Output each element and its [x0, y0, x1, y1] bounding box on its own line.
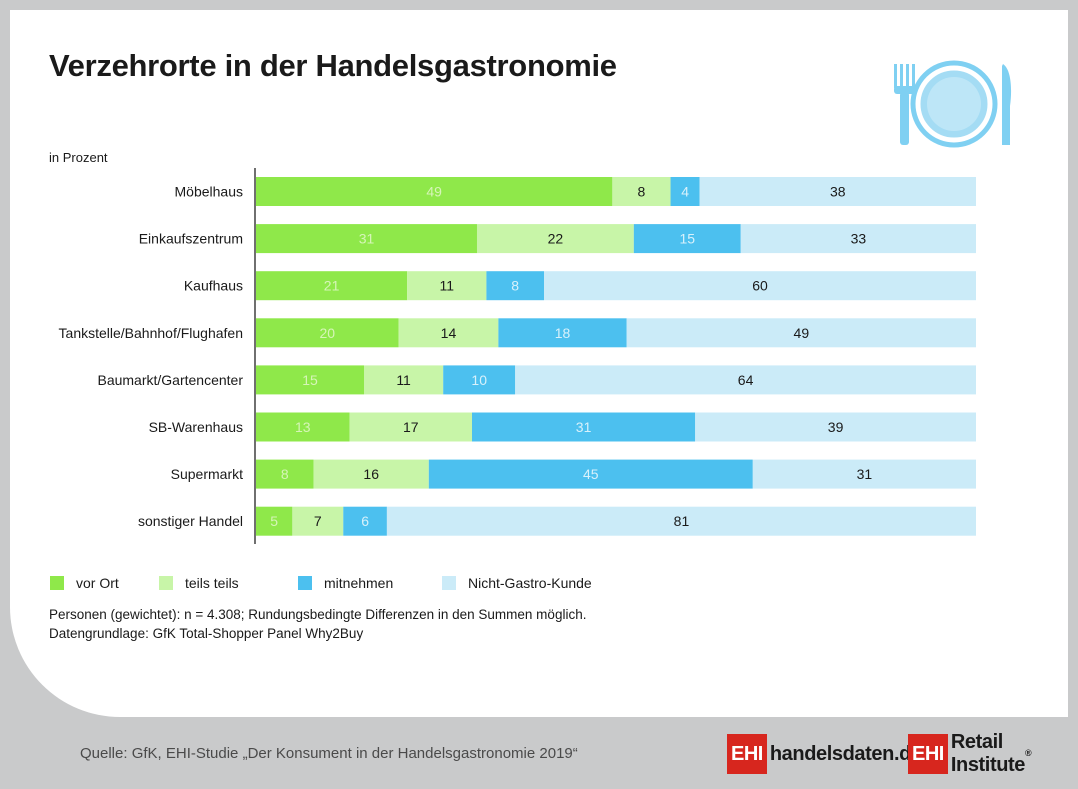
data-label: 14	[441, 325, 457, 341]
data-label: 5	[270, 513, 278, 529]
bar-segment	[428, 459, 753, 489]
bar-segment	[349, 412, 472, 442]
category-label: Einkaufszentrum	[139, 231, 243, 247]
bar-segment	[544, 271, 976, 301]
bar-segment	[695, 412, 976, 442]
logo-box: EHI	[908, 734, 948, 774]
legend-label: mitnehmen	[324, 575, 393, 591]
logo-text: handelsdaten.de	[769, 742, 922, 765]
bars-group: 49 8 4 38 31 22 15 33 21 11 8 60 20 14 18 49 15 11 10 64 13 1…	[256, 177, 977, 536]
bar-segment	[256, 177, 613, 206]
bar-segment	[256, 318, 399, 348]
data-label: 49	[794, 325, 810, 341]
bar-segment	[256, 459, 314, 489]
bar-segment	[515, 365, 976, 395]
bar-segment	[472, 412, 696, 442]
data-label: 20	[319, 325, 335, 341]
bar-segment	[364, 365, 444, 395]
bar-segment	[752, 459, 976, 489]
logo-handelsdaten: EHI handelsdaten.de	[727, 734, 922, 774]
data-label: 31	[576, 419, 592, 435]
data-label: 45	[583, 466, 599, 482]
legend-label: Nicht-Gastro-Kunde	[468, 575, 592, 591]
category-label: Supermarkt	[171, 466, 243, 482]
bar-segment	[670, 177, 700, 206]
data-label: 38	[830, 184, 846, 200]
logo-text-label: Retail Institute	[950, 731, 1026, 776]
legend: vor Ort teils teils mitnehmen Nicht-Gastro-…	[50, 575, 592, 591]
category-label: SB-Warenhaus	[149, 419, 243, 435]
bar-segment	[407, 271, 487, 301]
legend-swatch	[442, 576, 456, 590]
data-label: 31	[857, 466, 873, 482]
data-label: 39	[828, 419, 844, 435]
category-label: Baumarkt/Gartencenter	[97, 372, 243, 388]
category-label: Möbelhaus	[175, 184, 244, 200]
note-sample: Personen (gewichtet): n = 4.308; Rundung…	[49, 607, 586, 622]
bar-segment	[740, 224, 976, 254]
note-data-basis: Datengrundlage: GfK Total-Shopper Panel …	[49, 626, 363, 641]
bar-segment	[612, 177, 671, 206]
data-label: 18	[555, 325, 571, 341]
bar-segment	[256, 224, 477, 254]
logo-box: EHI	[727, 734, 767, 774]
data-label: 64	[738, 372, 754, 388]
legend-label: vor Ort	[76, 575, 119, 591]
bar-segment	[476, 224, 634, 254]
bar-segment	[256, 506, 293, 536]
bar-segment	[343, 506, 387, 536]
data-label: 4	[681, 184, 689, 200]
legend-swatch	[298, 576, 312, 590]
data-label: 49	[426, 184, 442, 200]
bar-segment	[292, 506, 344, 536]
bar-segment	[633, 224, 741, 254]
bar-segment	[256, 412, 350, 442]
chart-title: Verzehrorte in der Handelsgastronomie	[49, 48, 617, 83]
data-label: 8	[281, 466, 289, 482]
chart-card	[10, 10, 1068, 717]
category-label: sonstiger Handel	[138, 513, 243, 529]
data-label: 10	[471, 372, 487, 388]
data-label: 81	[674, 513, 690, 529]
data-label: 60	[752, 278, 768, 294]
data-label: 6	[361, 513, 369, 529]
legend-swatch	[50, 576, 64, 590]
bar-segment	[256, 271, 408, 301]
data-label: 15	[679, 231, 695, 247]
legend-swatch	[159, 576, 173, 590]
bar-segment	[313, 459, 429, 489]
data-label: 13	[295, 419, 311, 435]
category-label: Tankstelle/Bahnhof/Flughafen	[59, 325, 243, 341]
bar-segment	[386, 506, 977, 536]
data-label: 11	[396, 372, 411, 388]
registered-mark: ®	[1025, 748, 1032, 758]
bar-segment	[486, 271, 544, 301]
category-label: Kaufhaus	[184, 278, 243, 294]
legend-label: teils teils	[185, 575, 239, 591]
data-label: 31	[359, 231, 375, 247]
data-label: 11	[440, 278, 455, 294]
data-label: 16	[363, 466, 379, 482]
data-label: 22	[548, 231, 564, 247]
data-label: 8	[511, 278, 519, 294]
data-label: 15	[302, 372, 318, 388]
logo-text: Retail Institute®	[948, 731, 1078, 777]
logo-retail-institute: EHI Retail Institute®	[908, 731, 1078, 777]
source-note: Quelle: GfK, EHI-Studie „Der Konsument i…	[80, 745, 578, 762]
data-label: 8	[638, 184, 646, 200]
plate-cutlery-icon	[894, 60, 1012, 148]
category-labels: Möbelhaus Einkaufszentrum Kaufhaus Tankstel…	[59, 184, 244, 530]
bar-segment	[256, 365, 364, 395]
data-label: 21	[324, 278, 340, 294]
bar-segment	[626, 318, 976, 348]
data-label: 7	[314, 513, 322, 529]
bar-segment	[398, 318, 499, 348]
bar-segment	[699, 177, 976, 206]
bar-segment	[443, 365, 516, 395]
bar-segment	[498, 318, 627, 348]
data-label: 33	[851, 231, 867, 247]
data-label: 17	[403, 419, 419, 435]
unit-label: in Prozent	[49, 150, 108, 165]
